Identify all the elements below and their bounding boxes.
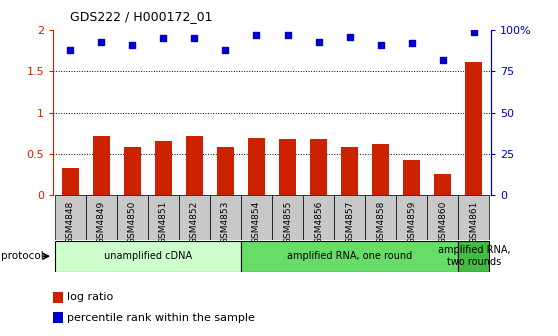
Point — [252, 33, 261, 38]
Bar — [55, 241, 241, 271]
Point — [283, 33, 292, 38]
Text: GSM4859: GSM4859 — [407, 200, 416, 244]
Point — [469, 29, 478, 35]
Bar — [427, 195, 459, 240]
Bar — [85, 195, 117, 240]
Bar — [155, 141, 172, 195]
Bar — [217, 147, 234, 195]
Text: percentile rank within the sample: percentile rank within the sample — [67, 312, 255, 323]
Text: GSM4860: GSM4860 — [439, 200, 448, 244]
Bar — [459, 241, 489, 271]
Point — [314, 39, 323, 44]
Bar — [148, 195, 179, 240]
Text: protocol: protocol — [1, 251, 44, 261]
Text: GSM4853: GSM4853 — [221, 200, 230, 244]
Text: unamplified cDNA: unamplified cDNA — [104, 251, 192, 261]
Text: GSM4858: GSM4858 — [376, 200, 385, 244]
Text: GSM4852: GSM4852 — [190, 200, 199, 244]
Bar — [310, 139, 327, 195]
Point — [97, 39, 105, 44]
Point — [128, 42, 137, 48]
Text: GSM4861: GSM4861 — [469, 200, 478, 244]
Bar — [241, 241, 459, 271]
Bar — [403, 160, 420, 195]
Bar — [210, 195, 241, 240]
Bar — [365, 195, 396, 240]
Point — [376, 42, 385, 48]
Text: GSM4856: GSM4856 — [314, 200, 323, 244]
Bar — [117, 195, 148, 240]
Bar — [341, 147, 358, 195]
Bar — [248, 138, 265, 195]
Bar — [272, 195, 303, 240]
Text: amplified RNA,
two rounds: amplified RNA, two rounds — [437, 245, 510, 267]
Bar — [334, 195, 365, 240]
Text: GSM4848: GSM4848 — [66, 200, 75, 244]
Bar — [179, 195, 210, 240]
Bar — [465, 61, 483, 195]
Bar — [61, 168, 79, 195]
Text: amplified RNA, one round: amplified RNA, one round — [287, 251, 412, 261]
Point — [159, 36, 168, 41]
Bar — [303, 195, 334, 240]
Point — [66, 47, 75, 53]
Text: GSM4854: GSM4854 — [252, 200, 261, 244]
Text: GSM4857: GSM4857 — [345, 200, 354, 244]
Point — [439, 57, 448, 62]
Bar — [241, 195, 272, 240]
Bar — [459, 195, 489, 240]
Text: GSM4850: GSM4850 — [128, 200, 137, 244]
Text: GSM4855: GSM4855 — [283, 200, 292, 244]
Point — [221, 47, 230, 53]
Text: GSM4851: GSM4851 — [159, 200, 168, 244]
Bar — [279, 139, 296, 195]
Bar — [372, 144, 389, 195]
Bar — [55, 195, 85, 240]
Text: GDS222 / H000172_01: GDS222 / H000172_01 — [70, 10, 212, 24]
Bar — [186, 136, 203, 195]
Text: log ratio: log ratio — [67, 292, 113, 302]
Point — [190, 36, 199, 41]
Text: GSM4849: GSM4849 — [97, 200, 105, 244]
Bar — [434, 174, 451, 195]
Point — [407, 41, 416, 46]
Point — [345, 34, 354, 40]
Bar — [93, 136, 110, 195]
Bar — [124, 147, 141, 195]
Bar — [396, 195, 427, 240]
